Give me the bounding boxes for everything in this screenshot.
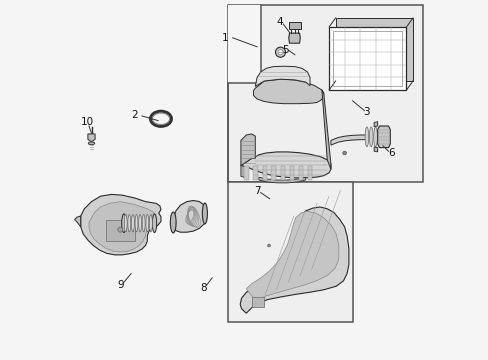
Polygon shape (241, 166, 247, 178)
Circle shape (275, 47, 285, 57)
Text: 4: 4 (276, 17, 283, 27)
Polygon shape (171, 201, 206, 232)
Polygon shape (240, 207, 348, 313)
Bar (106, 220, 134, 241)
Bar (251, 297, 264, 307)
Text: 6: 6 (387, 148, 394, 158)
Ellipse shape (170, 212, 176, 233)
Bar (228, 5, 260, 83)
Polygon shape (298, 166, 302, 180)
Circle shape (342, 151, 346, 155)
Polygon shape (253, 79, 323, 104)
Text: 2: 2 (131, 110, 138, 120)
Ellipse shape (127, 215, 130, 232)
Polygon shape (271, 166, 275, 180)
Ellipse shape (377, 127, 381, 147)
Polygon shape (241, 152, 330, 178)
Ellipse shape (139, 215, 141, 232)
Circle shape (267, 244, 270, 247)
Polygon shape (330, 135, 366, 145)
Polygon shape (244, 166, 248, 180)
Text: 7: 7 (253, 186, 260, 196)
Ellipse shape (382, 127, 385, 147)
Polygon shape (289, 166, 293, 180)
Polygon shape (255, 66, 309, 86)
Ellipse shape (373, 127, 377, 147)
Polygon shape (241, 134, 255, 166)
Polygon shape (253, 166, 257, 180)
Text: 9: 9 (117, 280, 123, 290)
Polygon shape (288, 33, 300, 43)
Polygon shape (258, 177, 305, 183)
Text: 10: 10 (81, 117, 94, 127)
Bar (228, 182, 352, 322)
Ellipse shape (149, 215, 152, 232)
Polygon shape (373, 122, 377, 127)
Polygon shape (262, 166, 266, 180)
Text: 5: 5 (281, 45, 288, 55)
Ellipse shape (122, 214, 126, 233)
Polygon shape (307, 166, 311, 180)
Ellipse shape (88, 142, 95, 145)
Circle shape (277, 50, 283, 55)
Polygon shape (328, 27, 406, 90)
Ellipse shape (135, 215, 138, 232)
Polygon shape (89, 202, 154, 252)
Ellipse shape (124, 215, 127, 232)
Polygon shape (321, 90, 330, 169)
Polygon shape (335, 18, 412, 81)
Polygon shape (280, 166, 284, 180)
Ellipse shape (142, 215, 145, 232)
Bar (288, 22, 301, 29)
Text: 8: 8 (200, 283, 206, 293)
Polygon shape (377, 126, 389, 148)
Polygon shape (88, 134, 95, 142)
Ellipse shape (368, 127, 372, 147)
Ellipse shape (152, 214, 156, 233)
Ellipse shape (365, 127, 368, 147)
Circle shape (118, 227, 122, 232)
Polygon shape (81, 194, 161, 255)
Bar (333, 31, 401, 86)
Text: 3: 3 (363, 107, 369, 117)
Polygon shape (373, 147, 377, 152)
Polygon shape (246, 211, 338, 301)
Bar (228, 5, 422, 182)
Text: 1: 1 (222, 33, 228, 43)
Ellipse shape (202, 203, 207, 224)
Ellipse shape (145, 215, 148, 232)
Ellipse shape (131, 215, 134, 232)
Polygon shape (75, 216, 81, 227)
